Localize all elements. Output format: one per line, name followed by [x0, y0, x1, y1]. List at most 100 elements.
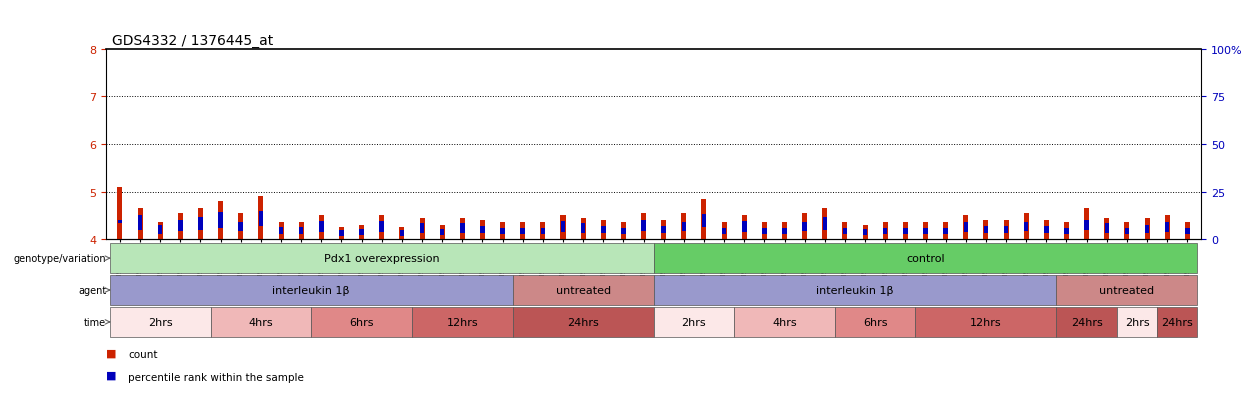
- Bar: [1124, 229, 1129, 235]
- Bar: [339, 230, 344, 236]
- Text: 4hrs: 4hrs: [249, 317, 273, 327]
- Bar: [420, 223, 425, 233]
- Bar: [1124, 223, 1129, 240]
- Bar: [924, 229, 928, 235]
- Bar: [641, 220, 646, 232]
- Bar: [661, 226, 666, 234]
- Bar: [701, 199, 706, 240]
- Bar: [359, 225, 364, 240]
- Bar: [822, 209, 828, 240]
- Bar: [681, 214, 686, 240]
- Bar: [319, 216, 324, 240]
- Bar: [1164, 216, 1170, 240]
- Bar: [299, 227, 304, 235]
- Bar: [903, 229, 908, 235]
- Bar: [722, 229, 726, 235]
- Bar: [944, 223, 949, 240]
- Text: time: time: [85, 317, 106, 327]
- Text: 12hrs: 12hrs: [447, 317, 478, 327]
- Bar: [239, 222, 243, 232]
- Bar: [621, 229, 626, 235]
- Bar: [742, 221, 747, 233]
- Bar: [178, 214, 183, 240]
- Text: 6hrs: 6hrs: [350, 317, 374, 327]
- Bar: [439, 230, 444, 235]
- Bar: [118, 220, 122, 224]
- Text: 2hrs: 2hrs: [681, 317, 706, 327]
- Bar: [722, 223, 727, 240]
- Bar: [138, 215, 142, 230]
- Bar: [621, 223, 626, 240]
- Bar: [964, 216, 969, 240]
- Bar: [843, 223, 848, 240]
- Bar: [944, 229, 947, 235]
- Bar: [1144, 218, 1149, 240]
- Bar: [843, 229, 847, 235]
- Bar: [479, 221, 486, 240]
- Bar: [380, 221, 383, 233]
- Bar: [540, 229, 545, 235]
- Bar: [158, 223, 163, 240]
- Bar: [1003, 221, 1008, 240]
- Bar: [601, 226, 605, 234]
- Text: 24hrs: 24hrs: [568, 317, 599, 327]
- Bar: [158, 225, 162, 235]
- Bar: [1145, 225, 1149, 233]
- Text: interleukin 1β: interleukin 1β: [273, 285, 350, 295]
- Bar: [580, 218, 585, 240]
- Bar: [1084, 209, 1089, 240]
- Text: interleukin 1β: interleukin 1β: [817, 285, 894, 295]
- Bar: [762, 223, 767, 240]
- Bar: [1057, 307, 1117, 337]
- Bar: [641, 214, 646, 240]
- Bar: [1185, 223, 1190, 240]
- Bar: [279, 227, 284, 235]
- Bar: [1023, 222, 1028, 232]
- Bar: [110, 307, 210, 337]
- Bar: [137, 209, 143, 240]
- Bar: [360, 230, 364, 235]
- Bar: [500, 229, 504, 235]
- Bar: [400, 230, 405, 236]
- Text: 24hrs: 24hrs: [1162, 317, 1193, 327]
- Bar: [311, 307, 412, 337]
- Bar: [1157, 307, 1198, 337]
- Bar: [461, 223, 464, 233]
- Text: 24hrs: 24hrs: [1071, 317, 1103, 327]
- Bar: [117, 188, 122, 240]
- Text: Pdx1 overexpression: Pdx1 overexpression: [324, 254, 439, 263]
- Bar: [964, 223, 969, 233]
- Text: count: count: [128, 349, 158, 359]
- Bar: [802, 214, 807, 240]
- Bar: [1165, 223, 1169, 233]
- Bar: [210, 307, 311, 337]
- Bar: [923, 223, 928, 240]
- Bar: [299, 223, 304, 240]
- Bar: [513, 275, 654, 305]
- Bar: [863, 225, 868, 240]
- Bar: [823, 217, 827, 230]
- Bar: [883, 223, 888, 240]
- Bar: [903, 223, 908, 240]
- Bar: [762, 229, 767, 235]
- Bar: [1057, 275, 1198, 305]
- Bar: [560, 216, 565, 240]
- Bar: [259, 197, 264, 240]
- Bar: [1117, 307, 1157, 337]
- Bar: [782, 223, 787, 240]
- Bar: [601, 221, 606, 240]
- Bar: [735, 307, 835, 337]
- Bar: [110, 244, 654, 273]
- Bar: [500, 223, 505, 240]
- Bar: [681, 222, 686, 232]
- Bar: [459, 218, 464, 240]
- Bar: [198, 209, 203, 240]
- Bar: [1045, 226, 1048, 234]
- Bar: [883, 229, 888, 235]
- Bar: [513, 307, 654, 337]
- Text: untreated: untreated: [555, 285, 611, 295]
- Bar: [520, 229, 525, 235]
- Text: percentile rank within the sample: percentile rank within the sample: [128, 372, 304, 382]
- Bar: [110, 275, 513, 305]
- Bar: [481, 226, 484, 234]
